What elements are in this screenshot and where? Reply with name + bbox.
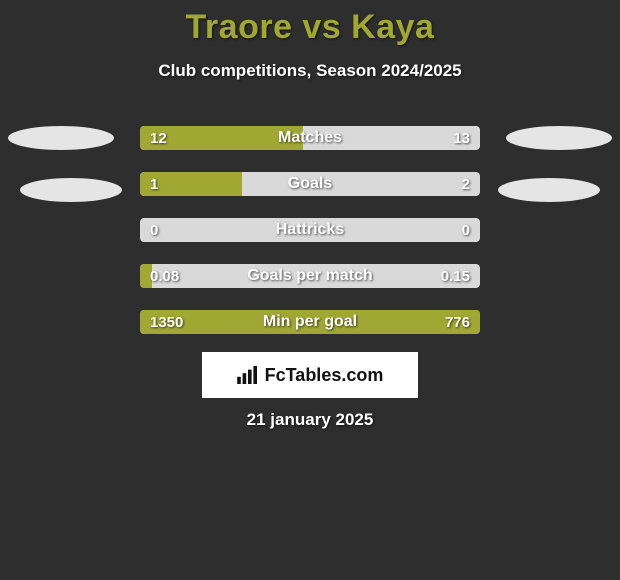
brand-box: FcTables.com (202, 352, 418, 398)
bar-left-value: 12 (150, 126, 167, 150)
bar-chart-icon (237, 366, 259, 384)
page-title: Traore vs Kaya (0, 0, 620, 47)
bar-right-value: 776 (445, 310, 470, 334)
bar-row-goals-per-match: 0.08 Goals per match 0.15 (140, 264, 480, 288)
bar-right-value: 0 (462, 218, 470, 242)
bar-row-min-per-goal: 1350 Min per goal 776 (140, 310, 480, 334)
player-right-badge-1 (506, 126, 612, 150)
bar-row-goals: 1 Goals 2 (140, 172, 480, 196)
bar-right-value: 2 (462, 172, 470, 196)
comparison-bars: 12 Matches 13 1 Goals 2 0 Hattricks 0 0.… (140, 126, 480, 356)
brand-text: FcTables.com (265, 365, 384, 386)
bar-right-value: 0.15 (441, 264, 470, 288)
bar-right-value: 13 (453, 126, 470, 150)
bar-left-value: 0 (150, 218, 158, 242)
bar-left-value: 1 (150, 172, 158, 196)
date-label: 21 january 2025 (0, 410, 620, 430)
player-right-badge-2 (498, 178, 600, 202)
bar-left-value: 0.08 (150, 264, 179, 288)
player-left-badge-1 (8, 126, 114, 150)
subtitle: Club competitions, Season 2024/2025 (0, 61, 620, 81)
bar-label: Goals per match (140, 264, 480, 288)
bar-label: Hattricks (140, 218, 480, 242)
bar-row-matches: 12 Matches 13 (140, 126, 480, 150)
bar-fill (140, 310, 480, 334)
bar-row-hattricks: 0 Hattricks 0 (140, 218, 480, 242)
player-left-badge-2 (20, 178, 122, 202)
bar-left-value: 1350 (150, 310, 183, 334)
